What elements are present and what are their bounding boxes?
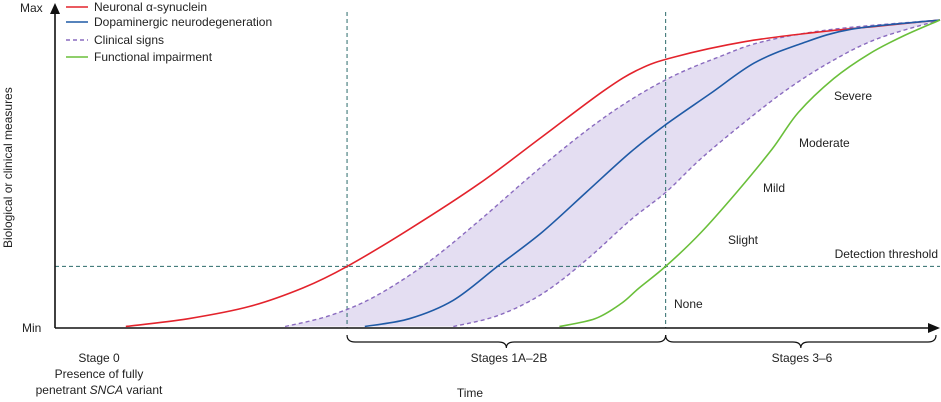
- impairment-label-none: None: [674, 297, 703, 311]
- impairment-label-slight: Slight: [728, 233, 759, 247]
- stage-0-gene: SNCA: [90, 383, 123, 397]
- legend-label-dopa: Dopaminergic neurodegeneration: [94, 15, 272, 29]
- stage-0-desc-prefix: penetrant: [36, 383, 90, 397]
- series-functional-impairment: [559, 19, 941, 328]
- y-tick-min: Min: [22, 321, 41, 335]
- stage-0-desc-line2: penetrant SNCA variant: [36, 383, 163, 397]
- stage-brace-1a-2b: [346, 334, 667, 349]
- y-tick-max: Max: [20, 1, 43, 15]
- series-dopaminergic-neurodegeneration: [364, 19, 941, 328]
- series-neuronal-alpha-synuclein: [125, 19, 941, 328]
- impairment-label-severe: Severe: [834, 89, 872, 103]
- stage-3-6-label: Stages 3–6: [772, 351, 833, 365]
- stage-1a-2b-label: Stages 1A–2B: [471, 351, 548, 365]
- detection-threshold-label: Detection threshold: [835, 247, 938, 261]
- stage-0-label: Stage 0: [78, 351, 120, 365]
- x-axis-label: Time: [457, 386, 484, 400]
- stage-0-desc-suffix: variant: [123, 383, 163, 397]
- legend-label-clin: Clinical signs: [94, 33, 164, 47]
- stage-0-desc-line1: Presence of fully: [55, 367, 144, 381]
- impairment-label-mild: Mild: [763, 181, 785, 195]
- legend-label-func: Functional impairment: [94, 50, 213, 64]
- y-axis-label: Biological or clinical measures: [1, 87, 15, 248]
- legend-label-asyn: Neuronal α-synuclein: [94, 0, 207, 14]
- series-clinical-signs-lower: [453, 19, 941, 328]
- stage-brace-3-6: [665, 334, 937, 349]
- legend: Neuronal α-synuclein Dopaminergic neurod…: [66, 0, 272, 64]
- clinical-signs-band: [285, 20, 941, 327]
- x-axis-arrow: [928, 323, 940, 333]
- impairment-label-moderate: Moderate: [799, 136, 850, 150]
- y-axis-arrow: [50, 3, 60, 14]
- series-clinical-signs-upper: [284, 19, 941, 328]
